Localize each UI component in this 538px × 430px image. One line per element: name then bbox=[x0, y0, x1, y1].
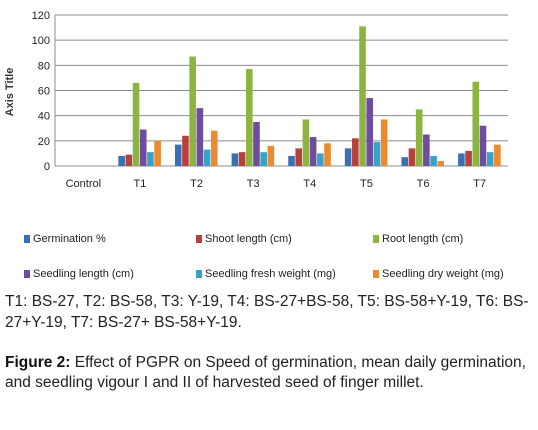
legend-label: Seedling fresh weight (mg) bbox=[205, 268, 336, 280]
bar bbox=[352, 138, 359, 166]
figure-caption-text: Effect of PGPR on Speed of germination, … bbox=[5, 354, 526, 391]
bar bbox=[132, 82, 140, 166]
legend: Germination % Shoot length (cm) Root lengt… bbox=[0, 222, 538, 288]
bar bbox=[373, 142, 381, 166]
legend-label: Shoot length (cm) bbox=[205, 233, 292, 245]
bar bbox=[182, 135, 189, 166]
bar bbox=[288, 155, 295, 166]
figure-label: Figure 2: bbox=[5, 354, 71, 371]
bar bbox=[366, 98, 374, 166]
bar bbox=[359, 26, 366, 167]
legend-item: Root length (cm) bbox=[373, 233, 463, 245]
y-tick-label: 120 bbox=[32, 10, 50, 22]
bar bbox=[465, 150, 472, 166]
x-tick-label: T1 bbox=[134, 178, 147, 190]
bar-chart: 0 20 40 60 80 100 120 Control T1 T2 T3 T4 T5 T6 T7 Axi… bbox=[4, 10, 508, 190]
x-tick-label: T3 bbox=[247, 178, 260, 190]
bar bbox=[472, 81, 480, 166]
bar bbox=[302, 119, 310, 166]
x-tick-label: Control bbox=[66, 178, 101, 190]
legend-swatch bbox=[24, 270, 30, 278]
bar bbox=[267, 145, 275, 166]
y-tick-label: 100 bbox=[32, 35, 50, 47]
bar bbox=[408, 148, 416, 166]
y-tick-label: 60 bbox=[38, 86, 50, 98]
x-tick-label: T7 bbox=[473, 178, 486, 190]
x-tick-label: T4 bbox=[303, 178, 316, 190]
bar bbox=[479, 125, 487, 166]
treatment-notes: T1: BS-27, T2: BS-58, T3: Y-19, T4: BS-2… bbox=[5, 293, 529, 331]
bar bbox=[344, 148, 352, 166]
bar bbox=[139, 129, 147, 166]
bar bbox=[245, 69, 253, 166]
y-tick-label: 0 bbox=[44, 161, 50, 173]
y-axis-title: Axis Title bbox=[4, 68, 16, 117]
bar bbox=[154, 140, 161, 166]
legend-label: Root length (cm) bbox=[382, 233, 464, 245]
x-tick-label: T6 bbox=[417, 178, 430, 190]
bar bbox=[147, 152, 154, 166]
bar bbox=[118, 155, 125, 166]
bar bbox=[458, 153, 465, 166]
bar bbox=[401, 157, 409, 166]
bar bbox=[253, 121, 260, 166]
bar bbox=[196, 108, 204, 166]
y-tick-label: 80 bbox=[38, 60, 50, 72]
legend-item: Shoot length (cm) bbox=[196, 233, 292, 245]
legend-swatch bbox=[196, 270, 202, 278]
legend-item: Seedling length (cm) bbox=[24, 268, 134, 280]
legend-swatch bbox=[373, 270, 379, 278]
bar bbox=[189, 56, 196, 166]
legend-label: Germination % bbox=[33, 233, 106, 245]
bar bbox=[415, 109, 423, 166]
legend-swatch bbox=[24, 235, 30, 243]
legend-label: Seedling dry weight (mg) bbox=[382, 268, 504, 280]
legend-item: Germination % bbox=[24, 233, 106, 245]
bar bbox=[203, 149, 211, 166]
bar bbox=[309, 137, 317, 166]
bar bbox=[295, 148, 303, 166]
bar bbox=[494, 144, 501, 166]
bar bbox=[238, 152, 246, 166]
y-tick-label: 20 bbox=[38, 136, 50, 148]
bar bbox=[380, 119, 388, 166]
legend-item: Seedling dry weight (mg) bbox=[373, 268, 504, 280]
x-tick-label: T2 bbox=[190, 178, 203, 190]
x-tick-label: T5 bbox=[360, 178, 373, 190]
bar bbox=[324, 143, 331, 166]
figure-caption: Figure 2: Effect of PGPR on Speed of ger… bbox=[5, 353, 533, 393]
legend-item: Seedling fresh weight (mg) bbox=[196, 268, 336, 280]
bar bbox=[430, 155, 437, 166]
legend-label: Seedling length (cm) bbox=[33, 268, 134, 280]
legend-swatch bbox=[373, 235, 379, 243]
bar bbox=[486, 152, 494, 166]
bar bbox=[437, 160, 445, 166]
bar bbox=[210, 130, 218, 166]
bar bbox=[125, 154, 133, 166]
y-tick-label: 40 bbox=[38, 111, 50, 123]
bar bbox=[423, 134, 430, 166]
legend-swatch bbox=[196, 235, 202, 243]
bar bbox=[317, 153, 324, 166]
bar bbox=[231, 153, 239, 166]
bar bbox=[260, 152, 267, 166]
bar bbox=[174, 144, 182, 166]
